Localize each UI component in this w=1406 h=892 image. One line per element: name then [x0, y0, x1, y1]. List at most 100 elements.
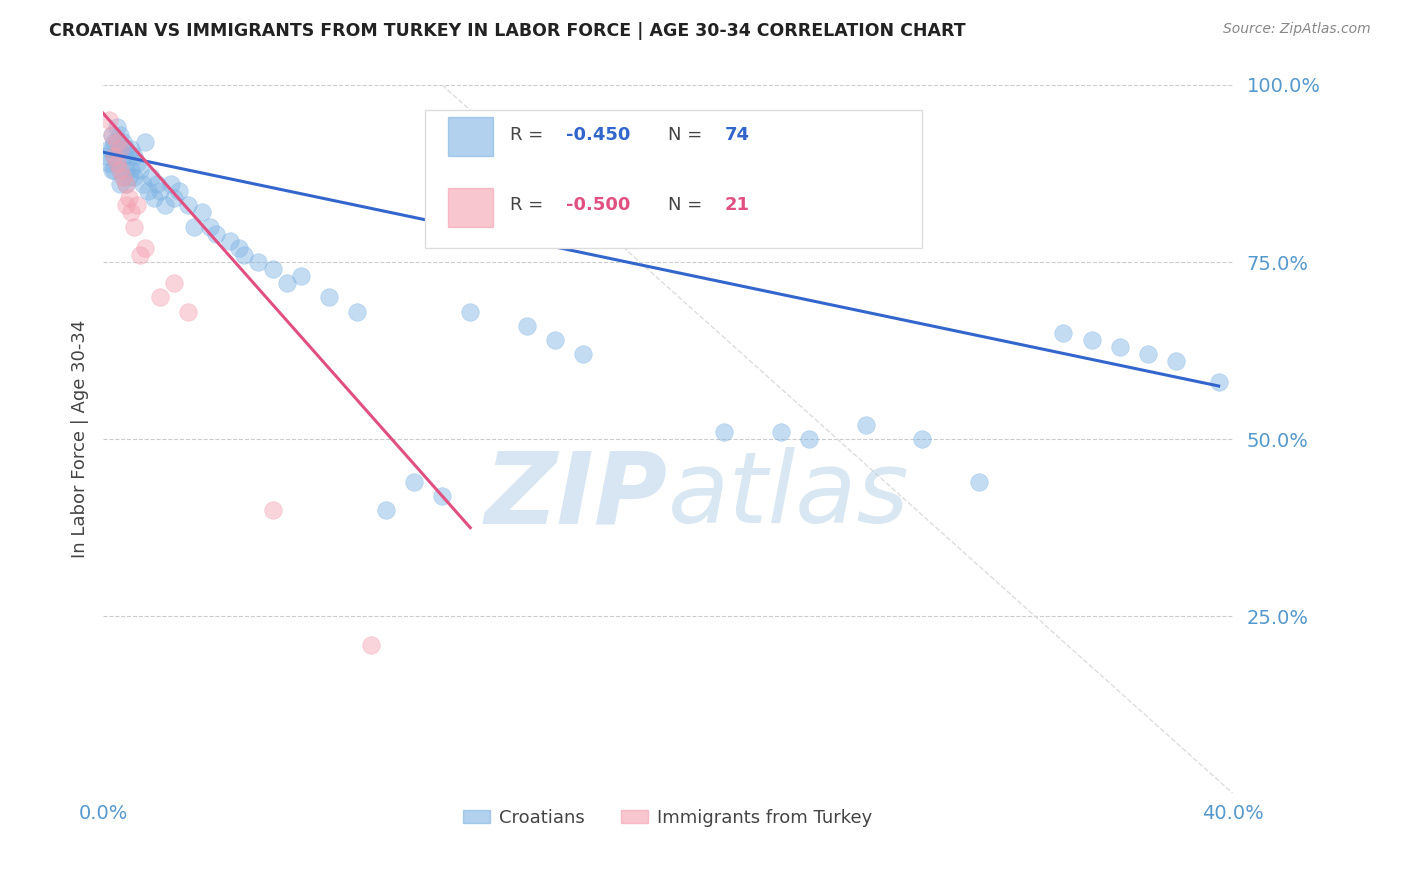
Point — [108, 163, 131, 178]
Point — [516, 318, 538, 333]
Point — [146, 177, 169, 191]
FancyBboxPatch shape — [425, 110, 922, 248]
Point — [200, 219, 222, 234]
Point — [163, 277, 186, 291]
Point — [108, 142, 131, 156]
Text: ZIP: ZIP — [485, 447, 668, 544]
Point — [105, 135, 128, 149]
Point — [125, 156, 148, 170]
Point — [276, 277, 298, 291]
Point — [108, 142, 131, 156]
Text: atlas: atlas — [668, 447, 910, 544]
Point — [108, 177, 131, 191]
Point — [117, 169, 139, 184]
Point — [105, 156, 128, 170]
Point — [111, 135, 134, 149]
Text: R =: R = — [510, 196, 548, 214]
Point — [114, 177, 136, 191]
Point — [219, 234, 242, 248]
Text: -0.500: -0.500 — [567, 196, 631, 214]
Point — [143, 191, 166, 205]
Y-axis label: In Labor Force | Age 30-34: In Labor Force | Age 30-34 — [72, 320, 89, 558]
Text: 21: 21 — [724, 196, 749, 214]
Point — [1080, 333, 1102, 347]
Point — [160, 177, 183, 191]
Point — [713, 425, 735, 439]
Point — [163, 191, 186, 205]
Text: R =: R = — [510, 126, 548, 144]
Text: CROATIAN VS IMMIGRANTS FROM TURKEY IN LABOR FORCE | AGE 30-34 CORRELATION CHART: CROATIAN VS IMMIGRANTS FROM TURKEY IN LA… — [49, 22, 966, 40]
Point — [111, 169, 134, 184]
Point — [544, 333, 567, 347]
Point — [111, 149, 134, 163]
Legend: Croatians, Immigrants from Turkey: Croatians, Immigrants from Turkey — [456, 802, 880, 834]
Point — [117, 191, 139, 205]
Point — [855, 417, 877, 432]
Point — [103, 149, 125, 163]
Point — [139, 169, 162, 184]
Point — [100, 128, 122, 142]
Point — [122, 219, 145, 234]
Bar — [447, 187, 494, 227]
Point — [97, 142, 120, 156]
Bar — [447, 117, 494, 156]
Point — [120, 142, 142, 156]
Point — [97, 156, 120, 170]
Point — [125, 198, 148, 212]
Text: 74: 74 — [724, 126, 749, 144]
Point — [108, 163, 131, 178]
Point — [134, 241, 156, 255]
Point — [318, 290, 340, 304]
Point — [120, 205, 142, 219]
Point — [769, 425, 792, 439]
Point — [1137, 347, 1160, 361]
Point — [117, 149, 139, 163]
Point — [290, 269, 312, 284]
Point — [799, 432, 821, 446]
Point — [149, 290, 172, 304]
Point — [128, 248, 150, 262]
Text: Source: ZipAtlas.com: Source: ZipAtlas.com — [1223, 22, 1371, 37]
Point — [177, 198, 200, 212]
Point — [191, 205, 214, 219]
Point — [114, 142, 136, 156]
Point — [94, 149, 117, 163]
Point — [131, 177, 153, 191]
Point — [1166, 354, 1188, 368]
Point — [262, 262, 284, 277]
Point — [103, 163, 125, 178]
Point — [122, 169, 145, 184]
Point — [114, 163, 136, 178]
Point — [100, 128, 122, 142]
Point — [247, 255, 270, 269]
Point — [183, 219, 205, 234]
Point — [262, 503, 284, 517]
Point — [360, 638, 382, 652]
Point — [1052, 326, 1074, 340]
Point — [105, 156, 128, 170]
Point — [114, 198, 136, 212]
Point — [120, 163, 142, 178]
Point — [105, 135, 128, 149]
Point — [967, 475, 990, 489]
Text: N =: N = — [668, 196, 709, 214]
Point — [458, 304, 481, 318]
Point — [134, 135, 156, 149]
Point — [108, 128, 131, 142]
Point — [97, 113, 120, 128]
Point — [128, 163, 150, 178]
Point — [911, 432, 934, 446]
Point — [228, 241, 250, 255]
Text: -0.450: -0.450 — [567, 126, 631, 144]
Point — [205, 227, 228, 241]
Point — [122, 149, 145, 163]
Point — [100, 163, 122, 178]
Point — [103, 135, 125, 149]
Point — [177, 304, 200, 318]
Point — [1108, 340, 1130, 354]
Point — [374, 503, 396, 517]
Point — [169, 184, 191, 198]
Point — [149, 184, 172, 198]
Point — [100, 142, 122, 156]
Point — [136, 184, 159, 198]
